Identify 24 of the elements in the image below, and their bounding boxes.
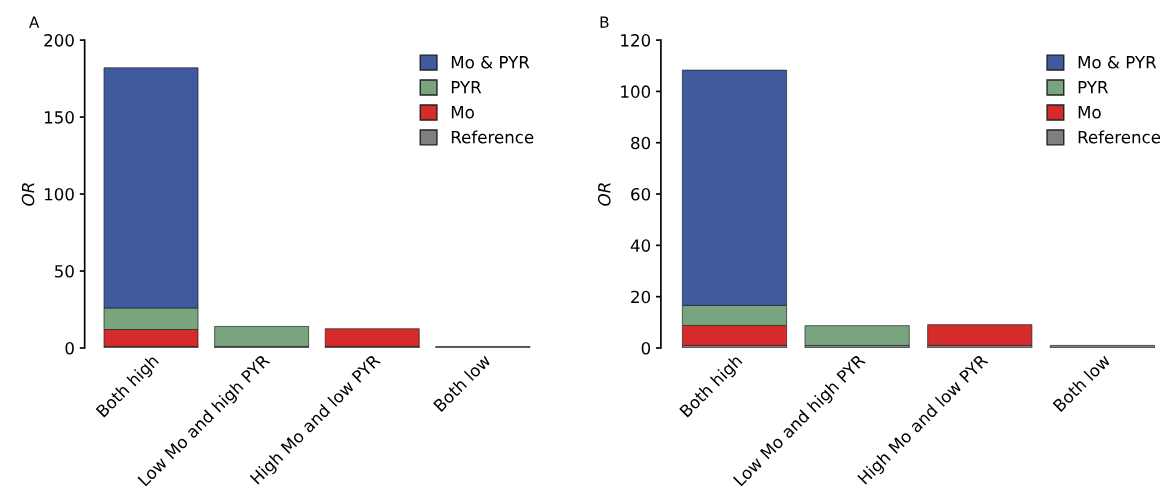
y-tick-label: 0 xyxy=(65,341,74,355)
chart-title: B xyxy=(600,16,609,28)
y-tick-label: 0 xyxy=(641,341,651,355)
y-tick-label: 200 xyxy=(44,34,74,47)
y-tick-label: 100 xyxy=(621,85,651,98)
legend-label: Reference xyxy=(451,130,534,144)
legend-label: Mo xyxy=(451,106,474,119)
y-tick-label: 50 xyxy=(55,264,74,278)
y-axis-title: OR xyxy=(597,183,611,206)
legend-label: PYR xyxy=(1078,81,1109,94)
y-axis-title: OR xyxy=(21,183,35,206)
legend-label: Reference xyxy=(1078,130,1161,144)
y-tick-label: 100 xyxy=(44,188,74,201)
y-tick-label: 60 xyxy=(631,188,651,201)
y-tick-label: 80 xyxy=(631,136,651,150)
legend-label: Mo & PYR xyxy=(451,55,530,69)
legend-label: Mo xyxy=(1078,106,1101,119)
y-tick-label: 120 xyxy=(621,34,651,47)
legend-label: Mo & PYR xyxy=(1078,55,1157,69)
legend-label: PYR xyxy=(451,81,482,94)
y-tick-label: 150 xyxy=(44,111,74,124)
chart-title: A xyxy=(29,16,40,28)
y-tick-label: 20 xyxy=(631,290,651,304)
y-tick-label: 40 xyxy=(630,239,651,252)
